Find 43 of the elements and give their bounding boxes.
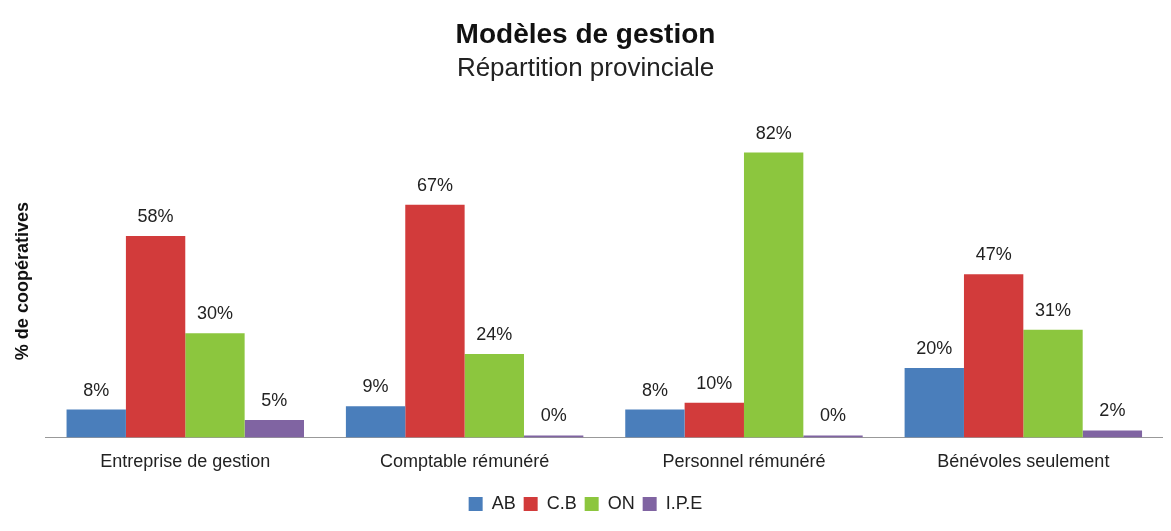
bar — [1082, 430, 1143, 438]
bar — [244, 420, 304, 438]
data-label: 8% — [83, 379, 110, 400]
bar — [345, 406, 406, 438]
legend-label: C.B — [546, 492, 577, 513]
data-label: 82% — [755, 122, 792, 143]
bar — [803, 435, 863, 438]
bar — [904, 367, 964, 438]
x-tick-label: Entreprise de gestion — [100, 451, 271, 472]
data-label: 67% — [416, 174, 453, 195]
bar — [185, 333, 245, 438]
data-label: 9% — [362, 376, 389, 397]
bar — [625, 409, 685, 438]
bar — [464, 354, 524, 438]
x-tick-label: Bénévoles seulement — [937, 451, 1110, 472]
legend-label: I.P.E — [665, 492, 703, 513]
data-label: 5% — [261, 390, 288, 410]
legend-label: ON — [607, 492, 635, 513]
x-tick-label: Personnel rémunéré — [662, 451, 826, 472]
data-label: 2% — [1099, 400, 1126, 421]
bar — [405, 204, 465, 438]
x-tick-label: Comptable rémunéré — [380, 451, 550, 472]
bar — [743, 152, 804, 438]
data-label: 31% — [1034, 299, 1072, 320]
chart-subtitle: Répartition provinciale — [456, 52, 715, 83]
data-label: 58% — [137, 205, 174, 226]
bar — [684, 402, 744, 438]
data-label: 24% — [476, 324, 513, 345]
legend-label: AB — [491, 492, 516, 513]
bar — [1023, 329, 1083, 438]
bar — [66, 409, 126, 438]
data-label: 30% — [196, 303, 233, 324]
data-label: 20% — [916, 337, 953, 358]
data-label: 0% — [540, 405, 567, 426]
chart-title: Modèles de gestion — [455, 17, 716, 49]
y-axis-title: % de coopératives — [11, 202, 32, 361]
bar — [523, 435, 584, 438]
data-label: 8% — [641, 379, 668, 400]
data-label: 47% — [975, 244, 1012, 265]
data-label: 0% — [820, 405, 847, 426]
data-label: 10% — [696, 372, 733, 393]
bar — [125, 235, 186, 438]
bar — [963, 274, 1024, 438]
